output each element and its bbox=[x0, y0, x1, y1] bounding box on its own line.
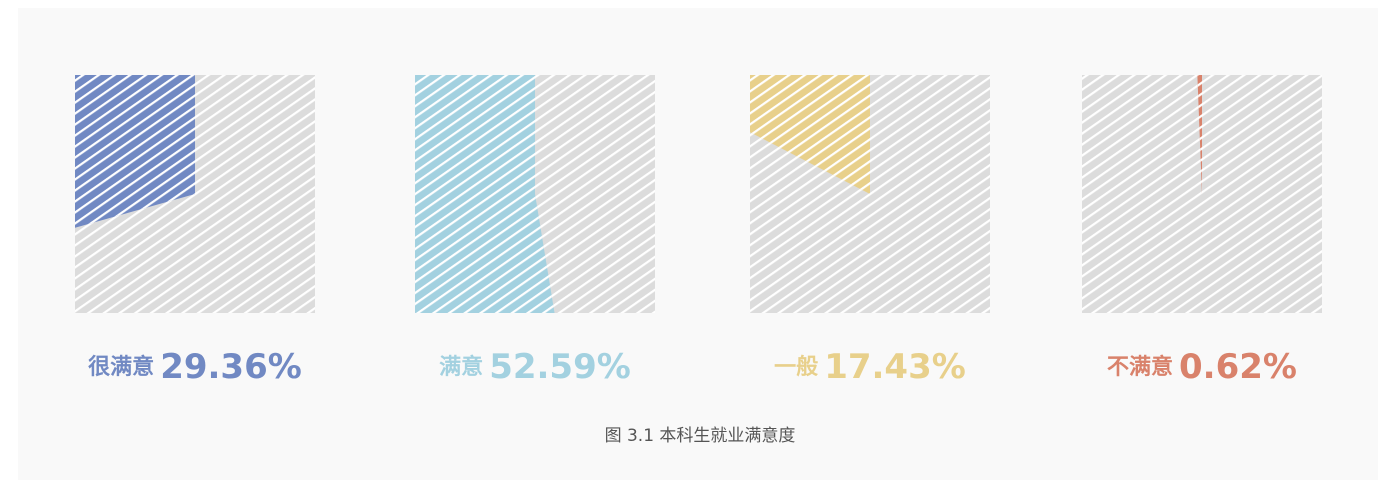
slice-hatch bbox=[415, 75, 555, 313]
value-label: 29.36% bbox=[160, 347, 302, 387]
slice-hatch bbox=[750, 75, 870, 194]
category-label: 一般 bbox=[774, 354, 818, 380]
category-label: 很满意 bbox=[88, 354, 154, 380]
value-label: 0.62% bbox=[1179, 347, 1297, 387]
slice-hatch bbox=[1197, 75, 1202, 194]
slice-hatch bbox=[75, 75, 195, 228]
caption: 图 3.1 本科生就业满意度 bbox=[605, 426, 796, 446]
label: 一般 17.43% bbox=[774, 347, 966, 387]
label: 满意 52.59% bbox=[439, 347, 631, 387]
category-label: 满意 bbox=[439, 354, 483, 380]
value-label: 52.59% bbox=[489, 347, 631, 387]
label: 不满意 0.62% bbox=[1107, 347, 1297, 387]
category-label: 不满意 bbox=[1107, 354, 1173, 380]
label: 很满意 29.36% bbox=[88, 347, 302, 387]
value-label: 17.43% bbox=[824, 347, 966, 387]
